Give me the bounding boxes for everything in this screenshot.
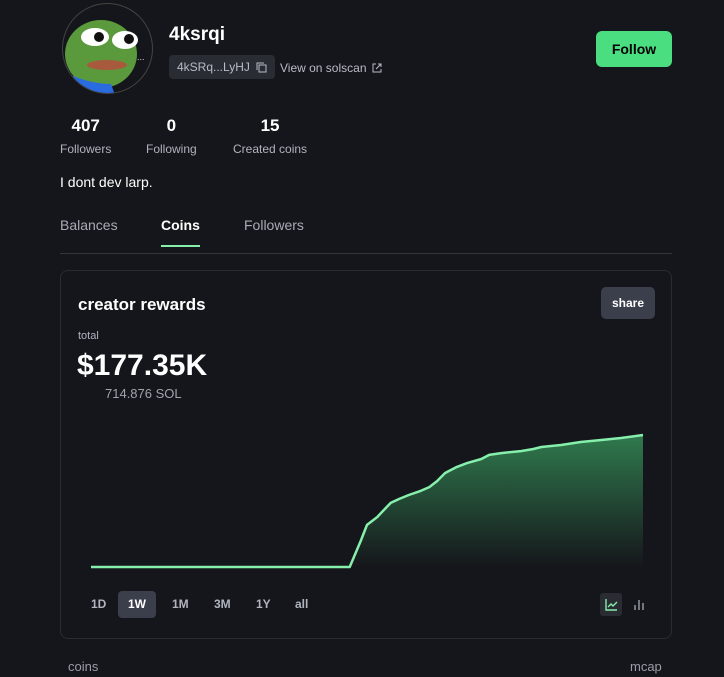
avatar: ... xyxy=(62,3,153,94)
bar-chart-icon xyxy=(634,600,644,610)
bar-chart-toggle[interactable] xyxy=(630,593,648,616)
share-button[interactable]: share xyxy=(601,287,655,319)
range-1y[interactable]: 1Y xyxy=(256,597,271,611)
copy-icon xyxy=(256,62,267,72)
range-1w[interactable]: 1W xyxy=(118,591,156,618)
svg-text:...: ... xyxy=(137,52,145,62)
range-1m[interactable]: 1M xyxy=(172,597,189,611)
tab-followers[interactable]: Followers xyxy=(244,217,304,233)
mcap-column-header: mcap xyxy=(630,659,662,674)
total-usd: $177.35K xyxy=(77,349,208,382)
total-label: total xyxy=(78,330,99,342)
line-chart-toggle[interactable] xyxy=(600,593,622,616)
chart-area xyxy=(91,435,643,567)
frog-avatar-icon: ... xyxy=(64,20,145,93)
bio: I dont dev larp. xyxy=(60,174,153,190)
tab-bar: Balances Coins Followers xyxy=(60,217,672,254)
stat-label: Following xyxy=(146,142,197,156)
rewards-chart xyxy=(91,433,644,569)
follow-button[interactable]: Follow xyxy=(596,31,672,67)
stat-following[interactable]: 0 Following xyxy=(146,116,197,156)
card-title: creator rewards xyxy=(78,295,206,314)
stat-created-coins: 15 Created coins xyxy=(233,116,307,156)
username: 4ksrqi xyxy=(169,24,225,45)
stat-value: 0 xyxy=(166,116,177,135)
tab-coins[interactable]: Coins xyxy=(161,217,200,247)
line-chart-icon xyxy=(604,599,617,611)
range-3m[interactable]: 3M xyxy=(214,597,231,611)
stat-label: Followers xyxy=(60,142,112,156)
stat-value: 407 xyxy=(71,116,100,135)
address-copy-button[interactable]: 4kSRq...LyHJ xyxy=(169,55,275,79)
stat-label: Created coins xyxy=(233,142,308,156)
stat-followers[interactable]: 407 Followers xyxy=(60,116,111,156)
range-all[interactable]: all xyxy=(295,597,309,611)
stat-value: 15 xyxy=(260,116,280,135)
tab-balances[interactable]: Balances xyxy=(60,217,118,233)
solscan-link[interactable]: View on solscan xyxy=(280,61,382,75)
creator-rewards-card: creator rewards share total $177.35K 714… xyxy=(60,270,672,639)
chart-line xyxy=(91,433,644,569)
range-1d[interactable]: 1D xyxy=(91,597,107,611)
address: 4kSRq...LyHJ xyxy=(177,60,250,74)
solscan-label: View on solscan xyxy=(280,61,367,75)
coins-column-header: coins xyxy=(68,659,99,674)
external-link-icon xyxy=(372,63,381,73)
total-sol: 714.876 SOL xyxy=(105,386,182,401)
